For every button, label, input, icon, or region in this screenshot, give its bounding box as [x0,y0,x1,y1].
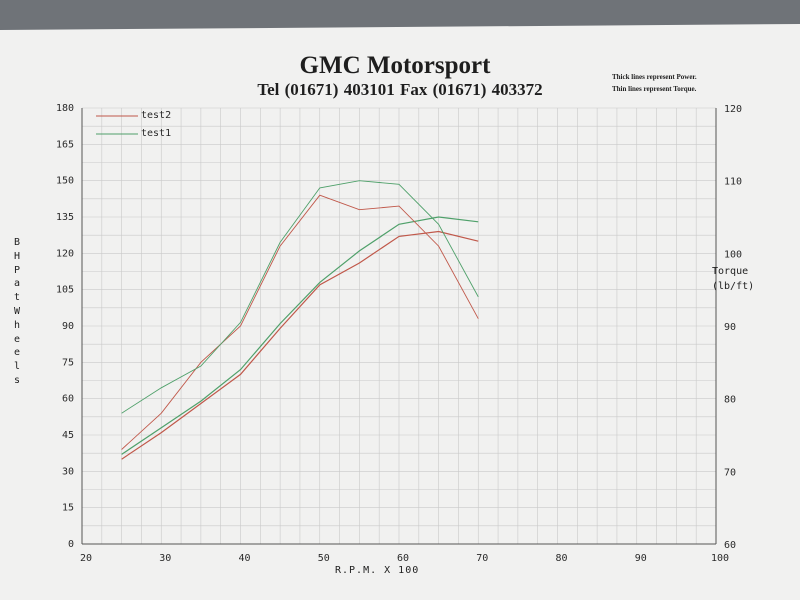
x-tick-label: 20 [80,553,92,564]
y-tick-label: 120 [56,248,74,259]
y-tick-label: 90 [62,321,74,332]
x-tick-label: 60 [397,553,409,564]
y2-tick-label: 80 [724,395,736,406]
paper-background [0,24,800,600]
series-lines [121,180,479,460]
legend: test2 test1 [96,110,171,139]
x-tick-label: 70 [476,553,488,564]
y-tick-label: 15 [62,503,74,514]
y2-tick-label: 90 [724,322,736,333]
chart-title: GMC Motorsport [299,52,491,79]
y-tick-label: 150 [56,176,74,187]
y-tick-label: 45 [62,430,74,441]
y-tick-label: 105 [56,285,74,296]
y2-tick-label: 120 [724,104,742,115]
y-tick-label: 0 [68,539,74,550]
axes [81,108,717,545]
legend-label-test1: test1 [141,128,171,139]
series-line-test2-torque [121,194,479,450]
x-tick-label: 100 [711,553,729,564]
series-line-test1-torque [121,180,479,414]
tick-labels: 0 15 30 45 60 75 90 105 120 135 150 165 180 20 30 40 50 6… [56,103,742,564]
x-axis-label: R.P.M. X 100 [335,565,420,576]
y2-tick-label: 70 [724,467,736,478]
x-tick-label: 50 [318,553,330,564]
x-tick-label: 30 [159,553,171,564]
y2-axis-label: Torque (lb/ft) [712,266,755,292]
grid-lines [81,107,717,545]
y-tick-label: 180 [56,103,74,114]
torque-note: Thin lines represent Torque. [612,85,697,93]
y-tick-label: 75 [62,357,74,368]
y2-tick-label: 100 [724,249,742,260]
legend-label-test2: test2 [141,110,171,121]
x-tick-label: 80 [555,553,567,564]
y-tick-label: 30 [62,466,74,477]
x-tick-label: 40 [238,553,250,564]
series-line-test2-power [121,230,479,460]
y2-tick-label: 60 [724,540,736,551]
x-tick-label: 90 [635,553,647,564]
contact-line: Tel (01671) 403101 Fax (01671) 403372 [257,80,543,99]
y-tick-label: 60 [62,394,74,405]
series-line-test1-power [121,216,479,455]
power-note: Thick lines represent Power. [612,73,697,81]
y-axis-label: BHP at Wheels [13,237,21,386]
y2-tick-label: 110 [724,177,742,188]
y-tick-label: 135 [56,212,74,223]
y-tick-label: 165 [56,139,74,150]
